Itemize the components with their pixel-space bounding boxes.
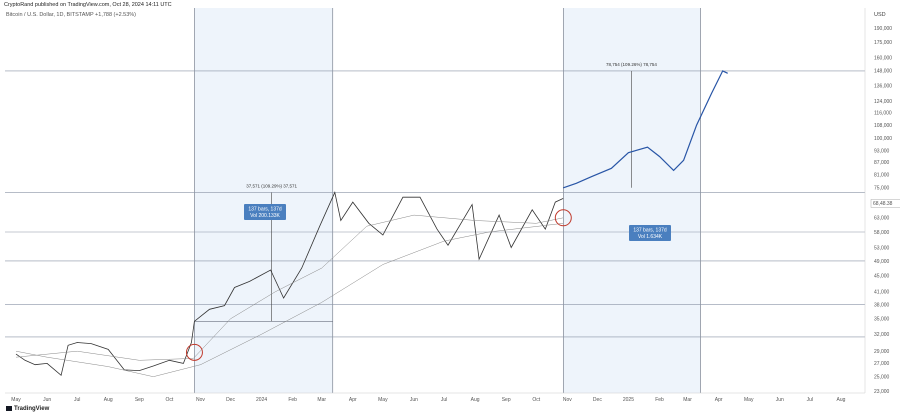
y-tick-label: 87,000 xyxy=(874,160,890,166)
x-tick-label: Aug xyxy=(836,397,845,403)
range-info-box-2 xyxy=(629,225,671,241)
y-tick-label: 49,000 xyxy=(874,259,890,265)
y-tick-label: 38,000 xyxy=(874,302,890,308)
y-tick-label: 25,000 xyxy=(874,374,890,380)
projection-series xyxy=(563,70,728,189)
y-tick-label: 124,000 xyxy=(874,99,892,105)
x-tick-label: 2025 xyxy=(623,397,634,403)
x-tick-label: Sep xyxy=(502,397,511,403)
x-tick-label: Feb xyxy=(288,397,297,403)
symbol-legend: Bitcoin / U.S. Dollar, 1D, BITSTAMP +1,7… xyxy=(6,12,137,18)
x-tick-label: Jun xyxy=(43,397,51,403)
y-tick-label: 63,000 xyxy=(874,216,890,222)
y-tick-label: 100,000 xyxy=(874,136,892,142)
x-tick-label: Jun xyxy=(410,397,418,403)
current-price-label: 68,48.38 xyxy=(873,201,893,207)
moving-average-slow xyxy=(15,223,564,377)
btc-price-series xyxy=(15,191,564,377)
breakout-circle-2 xyxy=(554,209,572,227)
y-tick-label: 32,000 xyxy=(874,332,890,338)
y-tick-label: 41,000 xyxy=(874,289,890,295)
breakout-circle-1 xyxy=(185,343,203,361)
y-tick-label: 75,000 xyxy=(874,186,890,192)
x-tick-label: Nov xyxy=(563,397,572,403)
range-info-box-1-bars: 137 bars, 137d xyxy=(248,207,282,213)
x-tick-label: Apr xyxy=(349,397,357,403)
x-tick-label: May xyxy=(378,397,388,403)
tradingview-icon xyxy=(6,406,12,411)
x-tick-label: Mar xyxy=(317,397,326,403)
publisher-line: CryptoRand published on TradingView.com,… xyxy=(4,2,172,8)
x-tick-label: Mar xyxy=(683,397,692,403)
y-tick-label: 45,000 xyxy=(874,273,890,279)
x-tick-label: Jul xyxy=(441,397,447,403)
x-tick-label: Oct xyxy=(165,397,173,403)
current-price-tag xyxy=(870,199,900,208)
tradingview-logo: TradingView xyxy=(6,406,49,412)
x-tick-label: Jul xyxy=(807,397,813,403)
currency-label: USD xyxy=(874,12,886,18)
y-tick-label: 27,000 xyxy=(874,361,890,367)
x-tick-label: Dec xyxy=(226,397,235,403)
range-shade-1 xyxy=(194,8,333,393)
y-tick-label: 23,000 xyxy=(874,389,890,395)
x-tick-label: Jun xyxy=(776,397,784,403)
y-tick-label: 160,000 xyxy=(874,55,892,61)
y-tick-label: 136,000 xyxy=(874,83,892,89)
y-tick-label: 35,000 xyxy=(874,317,890,323)
x-tick-label: Feb xyxy=(655,397,664,403)
range-info-box-2-volume: Vol 1.634K xyxy=(638,234,663,240)
range-info-box-2-bars: 137 bars, 137d xyxy=(633,228,667,234)
y-tick-label: 58,000 xyxy=(874,230,890,236)
y-tick-label: 148,000 xyxy=(874,69,892,75)
x-tick-label: Aug xyxy=(471,397,480,403)
x-tick-label: Aug xyxy=(104,397,113,403)
range-info-box-1-volume: Vol 200.133K xyxy=(250,213,280,219)
x-tick-label: Dec xyxy=(593,397,602,403)
measure-label-1: 37,571 (109.29%) 37,571 xyxy=(246,183,297,188)
x-tick-label: Oct xyxy=(532,397,540,403)
x-tick-label: May xyxy=(11,397,21,403)
y-tick-label: 116,000 xyxy=(874,111,892,117)
brand-name: TradingView xyxy=(14,406,50,412)
range-info-box-1 xyxy=(244,204,286,220)
y-tick-label: 108,000 xyxy=(874,123,892,129)
x-tick-label: Nov xyxy=(196,397,205,403)
y-tick-label: 53,000 xyxy=(874,245,890,251)
y-tick-label: 81,000 xyxy=(874,172,890,178)
x-tick-label: May xyxy=(744,397,754,403)
measure-label-2: 78,754 (109.26%) 78,754 xyxy=(606,62,657,67)
x-tick-label: Jul xyxy=(74,397,80,403)
y-tick-label: 175,000 xyxy=(874,40,892,46)
moving-average-fast xyxy=(15,214,564,361)
range-shade-2 xyxy=(563,8,701,393)
x-tick-label: Sep xyxy=(135,397,144,403)
y-tick-label: 29,000 xyxy=(874,349,890,355)
x-tick-label: Apr xyxy=(715,397,723,403)
y-tick-label: 190,000 xyxy=(874,26,892,32)
x-tick-label: 2024 xyxy=(256,397,267,403)
y-tick-label: 93,000 xyxy=(874,149,890,155)
